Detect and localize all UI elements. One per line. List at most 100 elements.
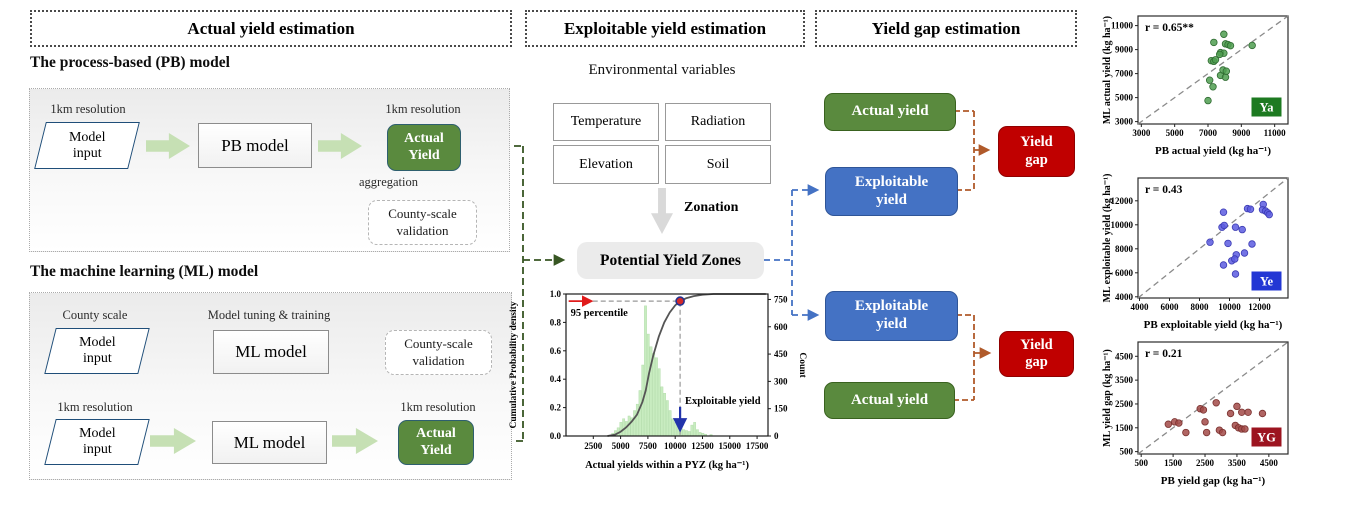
svg-text:0: 0 (774, 431, 779, 441)
pb-output-resolution-tag: 1km resolution (385, 102, 461, 116)
svg-text:Actual yields within a PYZ (kg: Actual yields within a PYZ (kg ha⁻¹) (585, 460, 749, 471)
pb-input-resolution-tag: 1km resolution (50, 102, 126, 116)
svg-text:1.0: 1.0 (550, 289, 562, 299)
svg-text:Ya: Ya (1260, 101, 1275, 115)
svg-text:1500: 1500 (1164, 458, 1183, 468)
aggregation-label: aggregation (358, 175, 418, 189)
pb-model-box: PB model (198, 123, 312, 168)
svg-text:12000: 12000 (1248, 302, 1271, 312)
section-header-actual-yield-label: Actual yield estimation (187, 18, 355, 38)
pb-actual-line1: Actual (404, 130, 444, 146)
pyz-histogram-chart: 2500 5000 7500 10000 12500 15000 175000.00.20.… (509, 289, 807, 471)
svg-text:Count: Count (797, 352, 807, 378)
zonation-label: Zonation (684, 200, 739, 215)
zonation-arrow-icon (651, 188, 673, 234)
svg-text:Ye: Ye (1260, 275, 1274, 289)
svg-text:10000: 10000 (1218, 302, 1241, 312)
gap1-actual-yield-box: Actual yield (824, 93, 956, 131)
ml-input2-line1: Model (78, 426, 116, 442)
svg-text:0.8: 0.8 (550, 317, 562, 327)
gap2-actual-label: Actual yield (850, 391, 929, 408)
svg-text:3500: 3500 (1115, 375, 1134, 385)
svg-text:95 percentile: 95 percentile (571, 308, 629, 319)
pb-actual-line2: Yield (408, 147, 440, 163)
svg-text:4500: 4500 (1115, 351, 1134, 361)
pb-county-validation-box: County-scale validation (368, 200, 477, 245)
pb-input-line1: Model (68, 129, 106, 145)
ml-input2-line2: input (82, 442, 112, 457)
svg-text:10000: 10000 (664, 441, 687, 451)
svg-text:17500: 17500 (746, 441, 769, 451)
env-box-radiation: Radiation (665, 103, 771, 141)
section-header-exploitable-yield: Exploitable yield estimation (525, 10, 805, 47)
section-header-actual-yield: Actual yield estimation (30, 10, 512, 47)
potential-yield-zones-box: Potential Yield Zones (577, 242, 764, 279)
gap1-actual-label: Actual yield (851, 103, 929, 120)
svg-text:r = 0.65**: r = 0.65** (1145, 22, 1194, 34)
svg-text:11000: 11000 (1111, 21, 1134, 31)
env-temperature-label: Temperature (570, 114, 642, 129)
ml-model-heading: The machine learning (ML) model (30, 263, 259, 280)
svg-text:5000: 5000 (1166, 128, 1185, 138)
ml-county-validation-box: County-scale validation (385, 330, 492, 375)
svg-text:PB exploitable yield (kg ha⁻¹): PB exploitable yield (kg ha⁻¹) (1144, 319, 1283, 331)
env-elevation-label: Elevation (579, 156, 633, 172)
env-soil-label: Soil (706, 156, 730, 172)
gap1-exploitable-line2: yield (876, 191, 907, 208)
svg-text:600: 600 (774, 322, 788, 332)
svg-text:8000: 8000 (1191, 302, 1210, 312)
pb-actual-yield-box: Actual Yield (387, 124, 461, 171)
pb-model-input-parallelogram: Model input (34, 122, 140, 169)
env-box-temperature: Temperature (553, 103, 659, 141)
svg-text:8000: 8000 (1115, 244, 1134, 254)
svg-text:12000: 12000 (1111, 196, 1134, 206)
ml-actual-yield-box: Actual Yield (398, 420, 474, 465)
svg-text:PB yield gap (kg ha⁻¹): PB yield gap (kg ha⁻¹) (1161, 475, 1266, 487)
svg-text:6000: 6000 (1115, 268, 1134, 278)
section-header-yield-gap: Yield gap estimation (815, 10, 1077, 47)
ml-input-parallelogram-1km: Model input (44, 419, 150, 465)
svg-text:12500: 12500 (691, 441, 714, 451)
ml-input-1km-label: Model input (79, 426, 116, 457)
svg-text:15000: 15000 (719, 441, 742, 451)
pb-model-input-label: Model input (69, 130, 106, 161)
svg-text:10000: 10000 (1111, 220, 1134, 230)
pb-input-line2: input (72, 145, 102, 161)
section-header-yield-gap-label: Yield gap estimation (871, 18, 1021, 38)
ml-validation-line2: validation (412, 352, 465, 368)
svg-text:5000: 5000 (1115, 93, 1134, 103)
gap2-exploitable-line1: Exploitable (854, 298, 929, 315)
ml-model-bottom-label: ML model (233, 432, 306, 452)
gap1-result-line2: gap (1025, 151, 1048, 168)
svg-text:4500: 4500 (1260, 458, 1279, 468)
ml-model-top-label: ML model (235, 342, 307, 361)
pb-validation-line1: County-scale (388, 206, 457, 222)
svg-text:9000: 9000 (1232, 128, 1251, 138)
svg-text:0.4: 0.4 (550, 374, 562, 384)
environmental-variables-title: Environmental variables (588, 62, 736, 78)
ml-actual-line1: Actual (416, 425, 456, 441)
svg-text:YG: YG (1257, 431, 1276, 445)
env-radiation-label: Radiation (690, 114, 746, 129)
pb-model-heading: The process-based (PB) model (30, 54, 230, 71)
ml-output-resolution-tag: 1km resolution (400, 400, 476, 414)
gap2-result-line2: gap (1025, 354, 1048, 370)
svg-text:300: 300 (774, 376, 788, 386)
ml-model-box-bottom: ML model (212, 421, 327, 464)
svg-text:0.2: 0.2 (550, 403, 562, 413)
gap2-exploitable-line2: yield (876, 316, 907, 332)
svg-text:750: 750 (774, 294, 788, 304)
svg-text:150: 150 (774, 404, 788, 414)
svg-text:PB actual yield (kg ha⁻¹): PB actual yield (kg ha⁻¹) (1155, 145, 1271, 157)
gap1-yield-gap-box: Yield gap (998, 126, 1075, 177)
svg-text:9000: 9000 (1115, 45, 1134, 55)
svg-text:7500: 7500 (639, 441, 658, 451)
svg-text:0.0: 0.0 (550, 431, 562, 441)
svg-text:2500: 2500 (584, 441, 603, 451)
svg-text:2500: 2500 (1196, 458, 1215, 468)
ml-input-parallelogram-county: Model input (44, 328, 150, 374)
svg-text:3500: 3500 (1228, 458, 1247, 468)
gap2-actual-yield-box: Actual yield (824, 382, 955, 419)
